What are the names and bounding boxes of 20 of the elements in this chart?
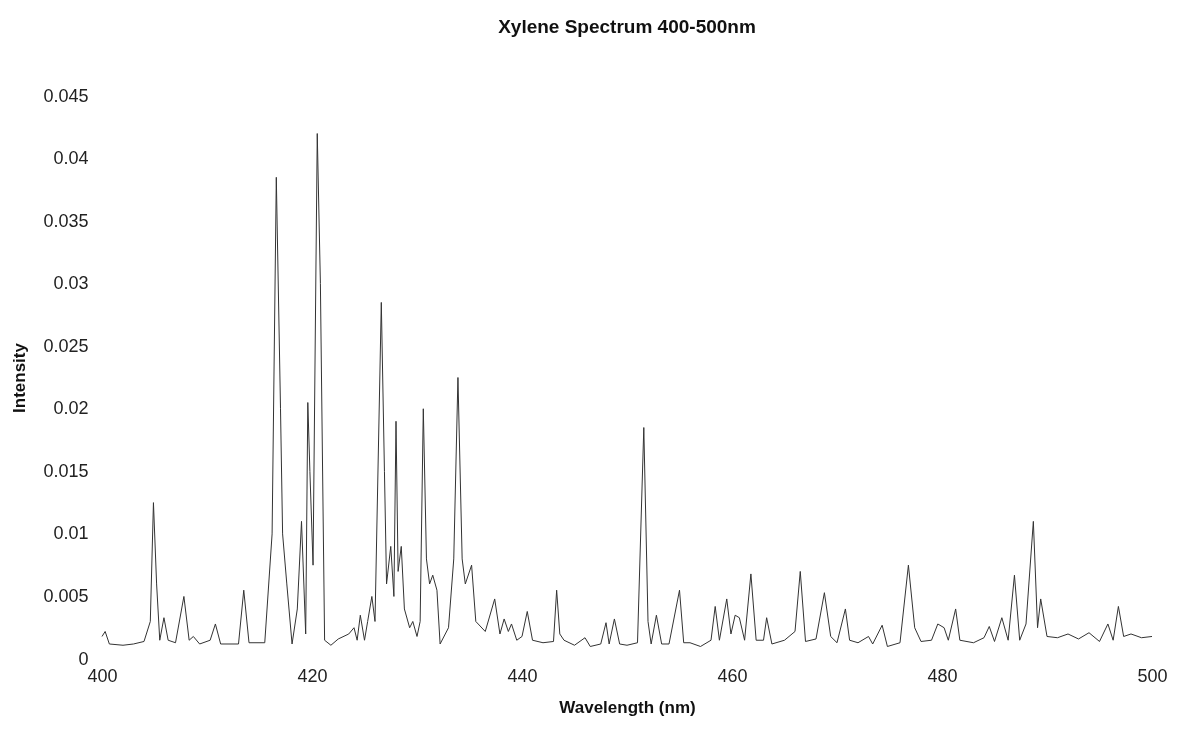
x-tick-label: 440 (507, 665, 538, 686)
y-tick-label: 0.03 (53, 273, 89, 294)
x-tick-label: 460 (717, 665, 748, 686)
y-tick-label: 0.015 (43, 460, 89, 481)
y-tick-label: 0.035 (43, 210, 89, 231)
x-tick-label: 420 (297, 665, 328, 686)
x-axis-title: Wavelength (nm) (559, 697, 696, 717)
x-tick-label: 500 (1137, 665, 1168, 686)
line-series (101, 133, 1153, 647)
chart-title: Xylene Spectrum 400-500nm (498, 16, 756, 37)
y-tick-label: 0.045 (43, 85, 89, 106)
x-tick-label: 400 (87, 665, 118, 686)
y-tick-label: 0.04 (53, 148, 89, 169)
y-tick-label: 0.005 (43, 585, 89, 606)
y-tick-label: 0 (78, 648, 89, 669)
y-axis-title: Intensity (10, 342, 30, 413)
y-tick-label: 0.01 (53, 523, 89, 544)
y-tick-label: 0.02 (53, 398, 89, 419)
y-tick-label: 0.025 (43, 335, 89, 356)
x-tick-label: 480 (927, 665, 958, 686)
